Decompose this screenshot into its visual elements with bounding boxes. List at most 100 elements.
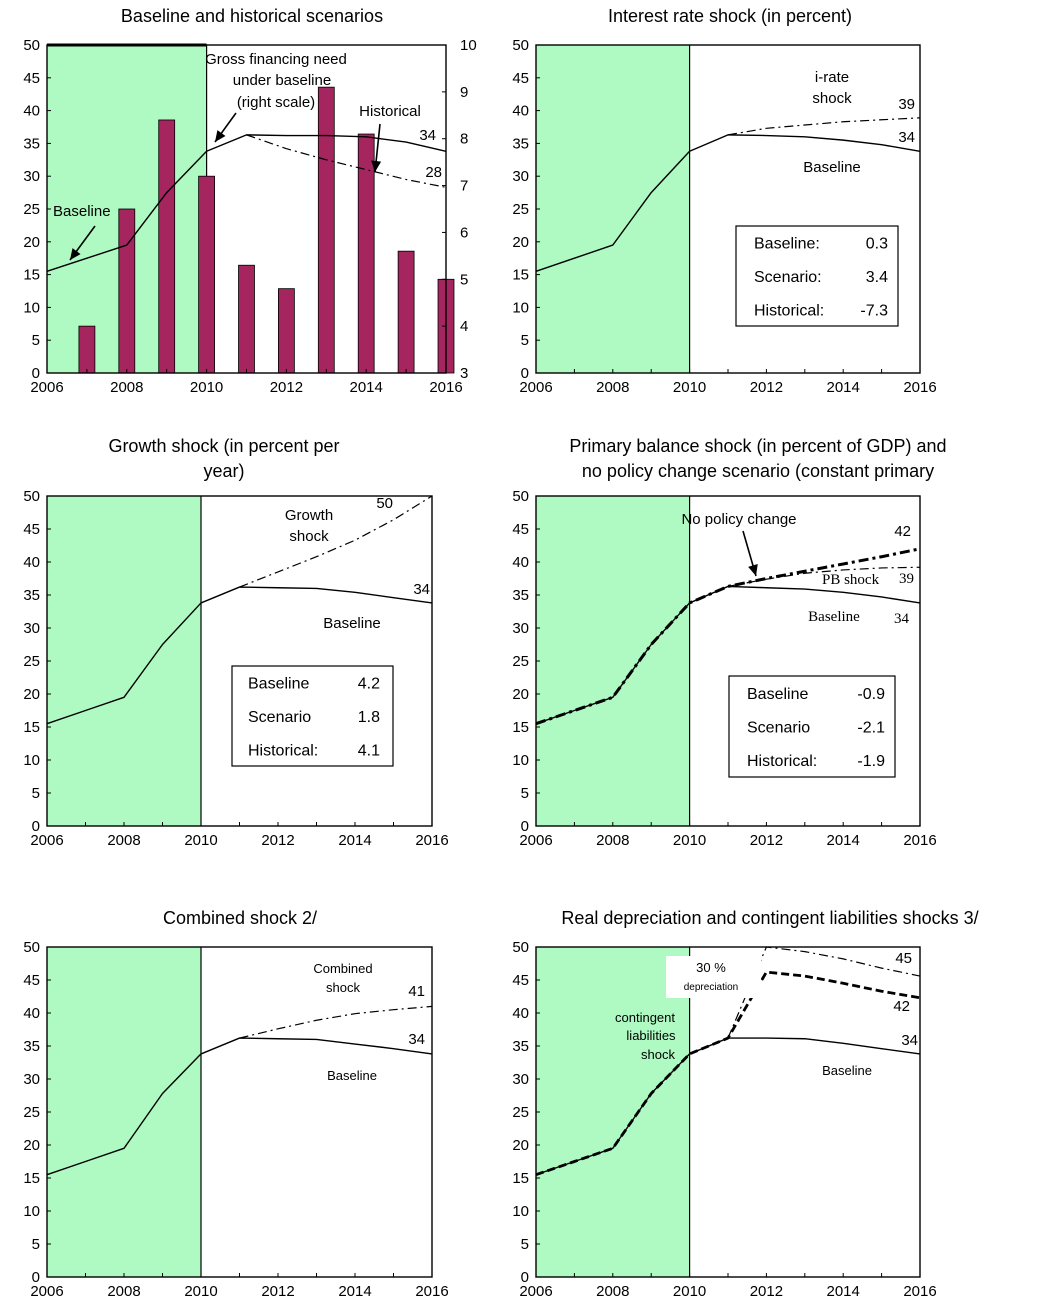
chart-title: Combined shock 2/ (163, 908, 317, 928)
label-contingent-liabilities: shock (641, 1047, 675, 1062)
y-tick-label: 20 (23, 1137, 40, 1154)
box-label: Scenario (747, 720, 810, 737)
end-label-baseline: 34 (413, 581, 430, 598)
y-tick-label: 40 (23, 103, 40, 120)
y-tick-label: 10 (23, 299, 40, 316)
gfn-bar (238, 264, 255, 374)
x-tick-label: 2010 (184, 1283, 217, 1300)
y-tick-label: 15 (512, 719, 529, 736)
y-tick-label: 35 (512, 135, 529, 152)
y-tick-label: 30 (512, 1071, 529, 1088)
y-tick-label: 0 (32, 1269, 40, 1286)
y-tick-label: 35 (23, 587, 40, 604)
stats-box (735, 225, 899, 327)
label-gfn: Gross financing need (205, 51, 347, 68)
y-tick-label: 5 (32, 332, 40, 349)
end-label-baseline: 34 (898, 129, 915, 146)
y-tick-label: 50 (23, 939, 40, 956)
y-tick-label: 50 (23, 488, 40, 505)
x-tick-label: 2016 (415, 832, 448, 849)
y-tick-label: 45 (23, 521, 40, 538)
chart-panel-1: Baseline and historical scenarios 0 5 10 15 2… (23, 6, 476, 396)
y2-tick-label: 3 (460, 365, 468, 382)
x-tick-label: 2016 (415, 1283, 448, 1300)
x-tick-label: 2006 (30, 832, 63, 849)
x-tick-label: 2016 (903, 1283, 936, 1300)
y-tick-label: 25 (512, 653, 529, 670)
y-tick-label: 45 (512, 70, 529, 87)
end-label-historical: 28 (425, 164, 442, 181)
box-label: Scenario: (754, 269, 822, 286)
projection-shade (536, 947, 690, 1277)
end-label-shock: 39 (898, 96, 915, 113)
x-tick-label: 2006 (519, 832, 552, 849)
x-tick-label: 2008 (107, 832, 140, 849)
gfn-bar (78, 325, 96, 374)
label-growth-shock-line: shock (289, 528, 329, 545)
end-label-shock: 41 (408, 983, 425, 1000)
x-tick-label: 2012 (750, 832, 783, 849)
y-tick-label: 5 (521, 785, 529, 802)
depreciation-label-bg (666, 956, 761, 998)
y-tick-label: 5 (521, 332, 529, 349)
box-value: -7.3 (860, 302, 888, 319)
label-baseline: Baseline (808, 609, 860, 625)
y-tick-label: 20 (512, 1137, 529, 1154)
end-label-shock: 50 (376, 495, 393, 512)
y-tick-label: 30 (23, 168, 40, 185)
series-line-no-policy-change (535, 547, 921, 726)
projection-shade (47, 947, 201, 1277)
gfn-bar (357, 133, 375, 374)
x-tick-label: 2008 (110, 379, 143, 396)
y-tick-label: 35 (512, 1038, 529, 1055)
x-tick-label: 2006 (30, 379, 63, 396)
chart-panel-2: Interest rate shock (in percent) 0 5 10 15 20… (512, 6, 936, 396)
y-tick-label: 20 (512, 234, 529, 251)
y-tick-label: 35 (23, 135, 40, 152)
x-tick-label: 2012 (750, 379, 783, 396)
series-line-combined-shock (239, 1005, 433, 1039)
stats-box (728, 675, 896, 778)
x-tick-label: 2016 (429, 379, 462, 396)
end-label-npc: 42 (894, 523, 911, 540)
chart-title: Interest rate shock (in percent) (608, 6, 852, 26)
end-label-pb: 39 (899, 571, 914, 587)
box-label: Baseline (248, 676, 309, 693)
y-tick-label: 45 (512, 521, 529, 538)
chart-title: Growth shock (in percent per (108, 436, 339, 456)
y-tick-label: 10 (512, 752, 529, 769)
y-tick-label: 0 (32, 365, 40, 382)
y-tick-label: 15 (23, 267, 40, 284)
projection-shade (536, 45, 690, 373)
label-contingent-liabilities: contingent (615, 1010, 675, 1025)
box-value: 4.1 (358, 742, 380, 759)
x-tick-label: 2014 (338, 1283, 371, 1300)
x-tick-label: 2006 (30, 1283, 63, 1300)
end-label-baseline: 34 (419, 127, 436, 144)
y-tick-label: 50 (23, 37, 40, 54)
label-gfn: (right scale) (237, 94, 315, 111)
chart-panel-6: Real depreciation and contingent liabili… (512, 908, 978, 1300)
series-line-pb-shock (727, 566, 921, 588)
y2-tick-label: 9 (460, 84, 468, 101)
box-value: 0.3 (866, 236, 888, 253)
y2-tick-label: 4 (460, 318, 468, 335)
y-tick-label: 45 (23, 972, 40, 989)
x-tick-label: 2010 (673, 1283, 706, 1300)
y-tick-label: 30 (512, 168, 529, 185)
box-label: Baseline (747, 686, 808, 703)
x-tick-label: 2006 (519, 1283, 552, 1300)
box-value: -1.9 (857, 753, 885, 770)
arrow-historical-head (371, 160, 382, 172)
box-value: 4.2 (358, 676, 380, 693)
x-tick-label: 2014 (827, 1283, 860, 1300)
arrow-baseline-head (70, 248, 81, 260)
chart-title: Real depreciation and contingent liabili… (561, 908, 978, 928)
y-tick-label: 50 (512, 939, 529, 956)
y-tick-label: 25 (23, 653, 40, 670)
label-combined-shock: shock (326, 980, 360, 995)
gfn-bar (397, 250, 415, 374)
label-depreciation: 30 % (696, 960, 726, 975)
x-tick-label: 2008 (596, 832, 629, 849)
